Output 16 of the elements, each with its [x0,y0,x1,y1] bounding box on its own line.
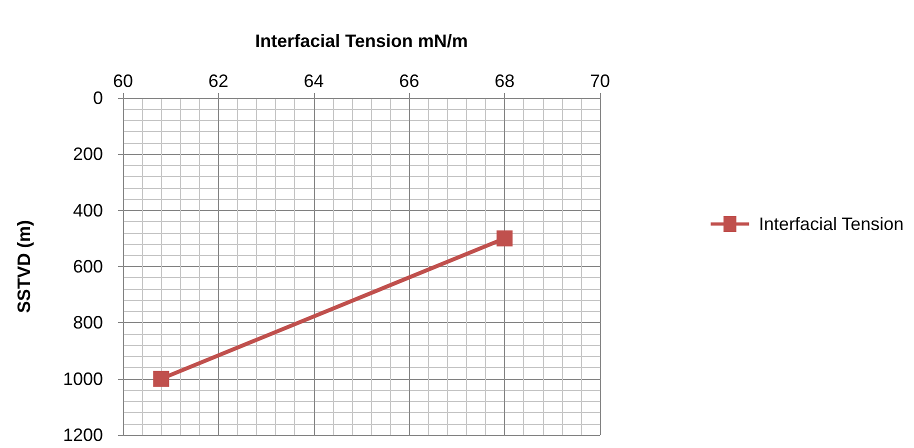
y-tick-label: 1200 [62,425,103,445]
x-tick-label: 70 [590,71,610,91]
y-tick-label: 800 [72,312,103,333]
x-axis-title: Interfacial Tension mN/m [255,31,468,51]
y-tick-label: 600 [72,256,103,276]
y-tick-label: 400 [72,200,103,220]
x-tick-label: 62 [208,71,228,91]
y-tick-label: 0 [92,88,103,108]
x-tick-label: 68 [494,71,515,91]
legend-label: Interfacial Tension [758,214,904,234]
y-tick-label: 1000 [62,368,103,389]
y-axis-title: SSTVD (m) [14,220,34,314]
x-tick-label: 64 [304,71,324,91]
y-tick-label: 200 [72,144,103,164]
x-tick-label: 60 [112,71,134,91]
x-tick-label: 66 [399,71,420,91]
